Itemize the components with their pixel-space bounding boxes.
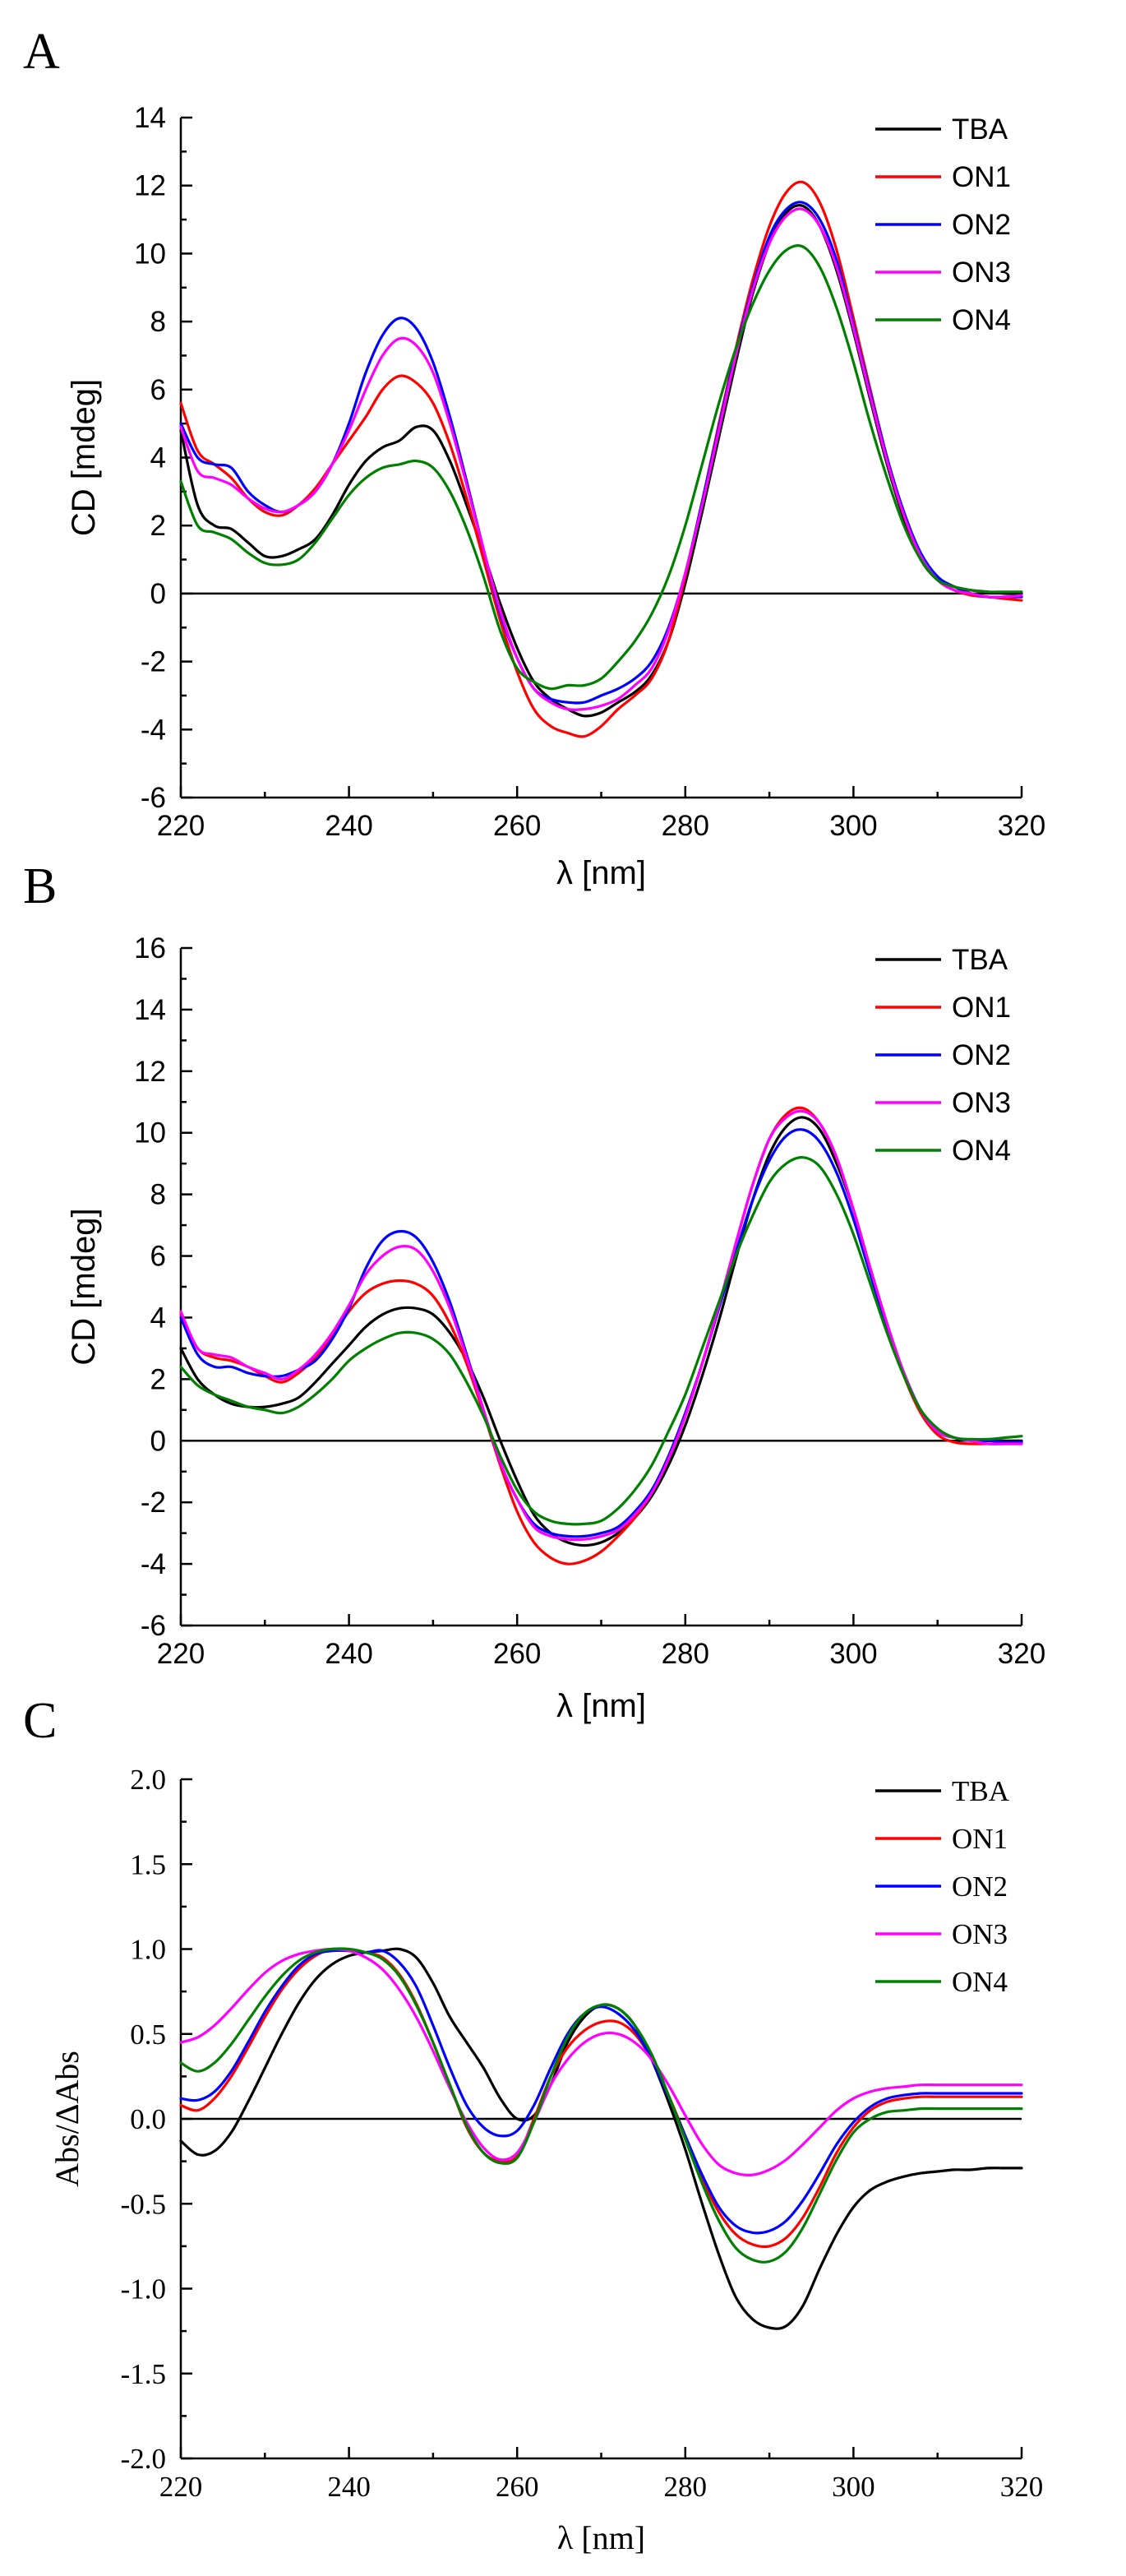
legend-label-on3: ON3 bbox=[952, 257, 1011, 289]
y-axis-title: Abs/ΔAbs bbox=[48, 2051, 85, 2187]
legend-label-on2: ON2 bbox=[952, 1039, 1011, 1071]
y-tick-label: 1.5 bbox=[130, 1848, 166, 1880]
y-tick-label: 14 bbox=[134, 994, 166, 1026]
x-axis-title: λ [nm] bbox=[557, 2519, 645, 2556]
y-tick-label: 0.5 bbox=[130, 2019, 166, 2051]
y-tick-label: -2.0 bbox=[121, 2443, 166, 2475]
y-tick-label: -2 bbox=[141, 1487, 166, 1519]
x-tick-label: 300 bbox=[829, 810, 877, 842]
legend-label-on2: ON2 bbox=[952, 209, 1011, 241]
legend-label-tba: TBA bbox=[952, 113, 1008, 146]
legend-label-on4: ON4 bbox=[952, 304, 1011, 336]
y-tick-label: 4 bbox=[150, 1302, 166, 1334]
y-tick-label: 6 bbox=[150, 374, 166, 406]
series-line-on2 bbox=[179, 1949, 1023, 2235]
series-line-on4 bbox=[179, 244, 1023, 691]
y-tick-label: -6 bbox=[141, 1610, 166, 1642]
y-tick-label: 6 bbox=[150, 1241, 166, 1273]
x-tick-label: 300 bbox=[829, 1638, 877, 1670]
x-tick-label: 260 bbox=[496, 2471, 539, 2503]
y-tick-label: -4 bbox=[141, 1548, 166, 1580]
y-tick-label: 2 bbox=[150, 510, 166, 542]
y-tick-label: 10 bbox=[134, 238, 166, 270]
series-line-on4 bbox=[179, 1947, 1023, 2264]
x-tick-label: 260 bbox=[493, 1638, 541, 1670]
y-tick-label: -0.5 bbox=[121, 2188, 166, 2220]
legend-label-on4: ON4 bbox=[952, 1966, 1008, 1998]
legend-label-tba: TBA bbox=[952, 1775, 1010, 1807]
x-tick-label: 220 bbox=[157, 810, 205, 842]
series-line-on4 bbox=[179, 1156, 1023, 1526]
y-tick-label: 16 bbox=[134, 932, 166, 964]
y-tick-label: 8 bbox=[150, 1179, 166, 1211]
y-tick-label: 2.0 bbox=[130, 1764, 166, 1796]
y-tick-label: 1.0 bbox=[130, 1934, 166, 1966]
y-tick-label: 2 bbox=[150, 1363, 166, 1395]
panel-c-chart: -2.0 -1.5 -1.0 -0.5 0.0 0.5 1.0 1.5 2.0 220 240 260… bbox=[48, 1764, 1043, 2556]
panel-label-b: B bbox=[23, 858, 57, 914]
legend-label-on1: ON1 bbox=[952, 992, 1011, 1024]
x-tick-label: 320 bbox=[1000, 2471, 1044, 2503]
x-tick-label: 280 bbox=[664, 2471, 708, 2503]
x-tick-label: 220 bbox=[157, 1638, 205, 1670]
series-line-on3 bbox=[179, 207, 1023, 711]
panel-b-chart: -6 -4 -2 0 2 4 6 8 10 12 14 16 220 240 260 280 300 320 λ [… bbox=[66, 932, 1045, 1724]
panel-a-chart: -6 -4 -2 0 2 4 6 8 10 12 14 220 240 260 280 300 320 λ [nm… bbox=[66, 102, 1045, 891]
y-tick-label: 12 bbox=[134, 1056, 166, 1088]
y-tick-label: -2 bbox=[141, 646, 166, 678]
x-tick-label: 220 bbox=[159, 2471, 203, 2503]
y-tick-label: 4 bbox=[150, 442, 166, 474]
x-tick-label: 300 bbox=[832, 2471, 875, 2503]
y-tick-label: 10 bbox=[134, 1117, 166, 1149]
y-tick-label: -1.5 bbox=[121, 2358, 166, 2390]
x-tick-label: 280 bbox=[662, 1638, 709, 1670]
y-tick-label: -1.0 bbox=[121, 2273, 166, 2305]
x-axis-title: λ [nm] bbox=[556, 1688, 646, 1724]
x-tick-label: 320 bbox=[998, 810, 1045, 842]
y-axis-title: CD [mdeg] bbox=[66, 379, 102, 536]
series-line-on3 bbox=[179, 1109, 1023, 1542]
panel-label-a: A bbox=[23, 24, 60, 80]
y-tick-label: -6 bbox=[141, 782, 166, 814]
y-tick-label: 0 bbox=[150, 578, 166, 610]
y-tick-label: 0.0 bbox=[130, 2103, 166, 2135]
legend-label-on4: ON4 bbox=[952, 1135, 1011, 1167]
x-tick-label: 240 bbox=[325, 1638, 372, 1670]
legend-label-on2: ON2 bbox=[952, 1871, 1008, 1903]
x-tick-label: 240 bbox=[327, 2471, 371, 2503]
panel-label-c: C bbox=[23, 1693, 57, 1749]
y-axis-title: CD [mdeg] bbox=[66, 1208, 102, 1365]
x-axis-title: λ [nm] bbox=[556, 855, 646, 891]
legend-label-on3: ON3 bbox=[952, 1918, 1008, 1950]
y-tick-label: -4 bbox=[141, 714, 166, 746]
x-tick-label: 260 bbox=[493, 810, 541, 842]
y-tick-label: 14 bbox=[134, 102, 166, 134]
x-tick-label: 240 bbox=[325, 810, 372, 842]
legend-label-on1: ON1 bbox=[952, 1823, 1008, 1855]
x-tick-label: 320 bbox=[998, 1638, 1045, 1670]
legend-label-tba: TBA bbox=[952, 944, 1008, 976]
y-tick-label: 8 bbox=[150, 306, 166, 338]
y-tick-label: 0 bbox=[150, 1425, 166, 1457]
legend-label-on1: ON1 bbox=[952, 161, 1011, 193]
legend-label-on3: ON3 bbox=[952, 1087, 1011, 1119]
x-tick-label: 280 bbox=[662, 810, 709, 842]
y-tick-label: 12 bbox=[134, 170, 166, 202]
